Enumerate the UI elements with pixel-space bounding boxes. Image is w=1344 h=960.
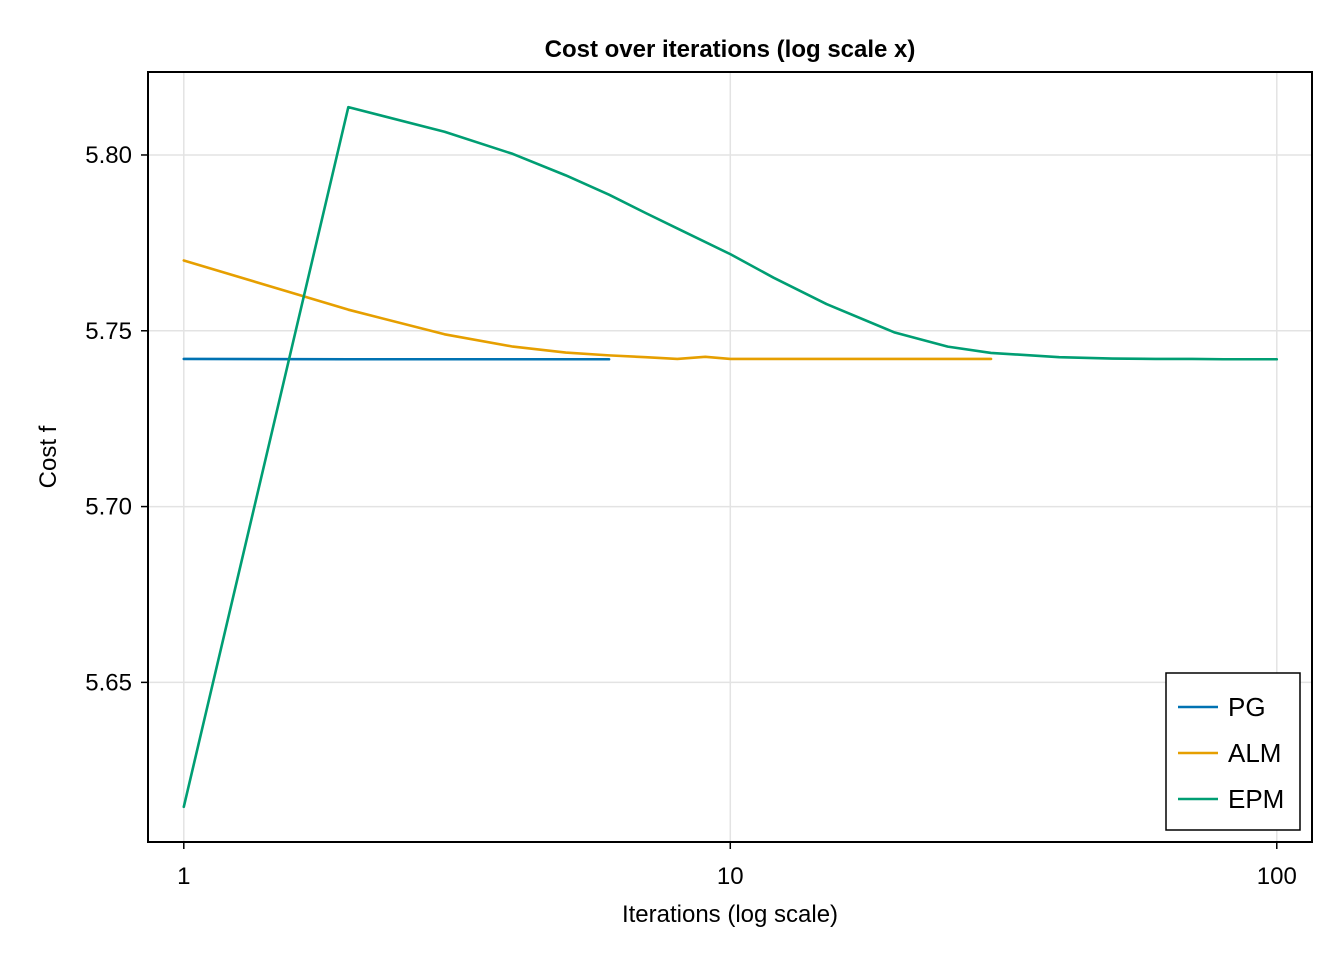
y-tick-label: 5.65 bbox=[85, 669, 132, 696]
x-axis-ticks: 1 10 100 bbox=[177, 842, 1297, 890]
x-tick-label: 1 bbox=[177, 863, 190, 890]
legend-label: ALM bbox=[1228, 738, 1281, 768]
y-axis-ticks: 5.65 5.70 5.75 5.80 bbox=[85, 142, 148, 696]
x-tick-label: 10 bbox=[717, 863, 744, 890]
legend-label: PG bbox=[1228, 692, 1266, 722]
x-tick-label: 100 bbox=[1257, 863, 1297, 890]
grid bbox=[148, 72, 1312, 842]
y-tick-label: 5.70 bbox=[85, 494, 132, 521]
y-tick-label: 5.75 bbox=[85, 318, 132, 345]
legend-label: EPM bbox=[1228, 784, 1284, 814]
chart-title: Cost over iterations (log scale x) bbox=[545, 36, 916, 63]
series-line-alm bbox=[182, 259, 993, 361]
legend-box bbox=[1165, 672, 1301, 831]
x-axis-label: Iterations (log scale) bbox=[622, 901, 838, 928]
series-line-epm bbox=[182, 105, 1279, 809]
y-axis-label: Cost f bbox=[35, 425, 62, 488]
y-tick-label: 5.80 bbox=[85, 142, 132, 169]
series-layer bbox=[182, 105, 1279, 809]
legend: PG ALM EPM bbox=[1165, 672, 1301, 831]
